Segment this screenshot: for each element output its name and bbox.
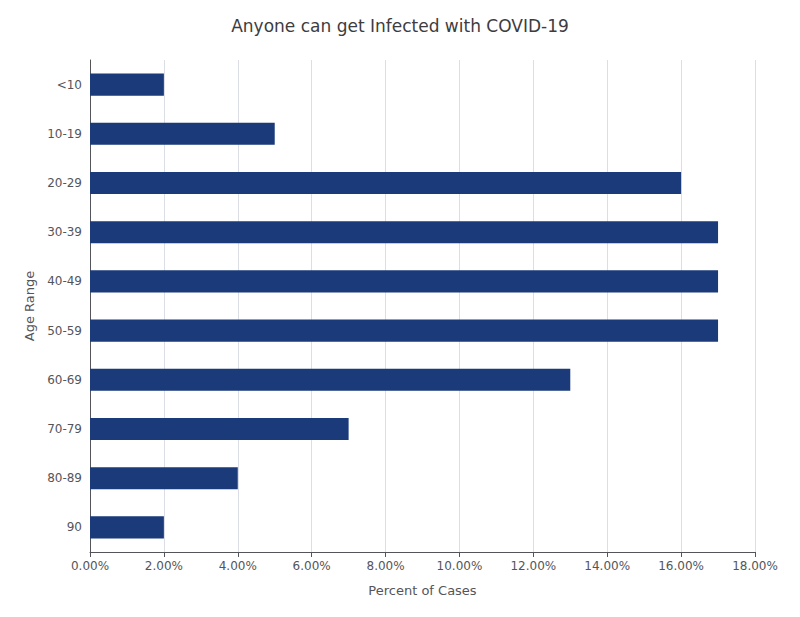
svg-text:80-89: 80-89 (47, 471, 82, 485)
svg-text:18.00%: 18.00% (732, 559, 778, 573)
svg-text:4.00%: 4.00% (219, 559, 257, 573)
svg-text:30-39: 30-39 (47, 225, 82, 239)
svg-text:60-69: 60-69 (47, 373, 82, 387)
svg-text:90: 90 (67, 520, 82, 534)
svg-text:14.00%: 14.00% (584, 559, 630, 573)
svg-text:8.00%: 8.00% (366, 559, 404, 573)
svg-text:40-49: 40-49 (47, 274, 82, 288)
svg-text:12.00%: 12.00% (510, 559, 556, 573)
svg-text:<10: <10 (57, 78, 82, 92)
svg-text:10-19: 10-19 (47, 127, 82, 141)
svg-text:70-79: 70-79 (47, 422, 82, 436)
svg-text:50-59: 50-59 (47, 324, 82, 338)
svg-text:10.00%: 10.00% (437, 559, 483, 573)
svg-text:Anyone can get Infected with C: Anyone can get Infected with COVID-19 (231, 16, 569, 36)
svg-text:0.00%: 0.00% (71, 559, 109, 573)
svg-text:16.00%: 16.00% (658, 559, 704, 573)
svg-text:Age Range: Age Range (22, 271, 37, 341)
svg-text:2.00%: 2.00% (145, 559, 183, 573)
svg-text:20-29: 20-29 (47, 176, 82, 190)
svg-text:Percent of Cases: Percent of Cases (368, 583, 477, 598)
svg-text:6.00%: 6.00% (293, 559, 331, 573)
